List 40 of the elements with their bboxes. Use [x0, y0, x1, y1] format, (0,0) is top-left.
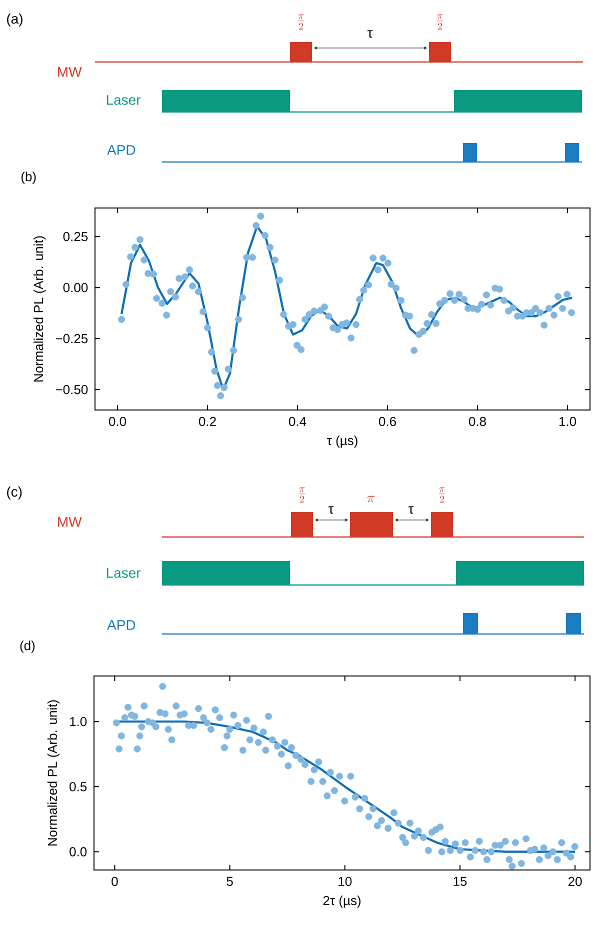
x-tick-label: 1.0	[559, 416, 576, 426]
text: Laser	[106, 95, 141, 105]
y-tick-label: 0.25	[63, 232, 88, 242]
x-tick-label: 0.0	[108, 416, 126, 426]
text: $\frac{\pi}{2}$	[438, 488, 446, 502]
x-tick-label: 0.2	[198, 416, 216, 426]
text: τ	[408, 506, 414, 514]
text: APD	[107, 145, 136, 155]
x-tick-label: 0.8	[468, 416, 486, 426]
x-tick-label: 5	[226, 876, 233, 886]
text: $\frac{\pi}{2}$	[436, 14, 444, 30]
text: (c)	[7, 486, 22, 500]
text: $\frac{\pi}{2}$	[298, 488, 306, 502]
x-axis-title: 2τ (µs)	[323, 896, 360, 908]
x-tick-label: 20	[568, 876, 582, 886]
text: $\pi$	[367, 496, 375, 502]
x-tick-label: 0.6	[378, 416, 396, 426]
text: $\frac{\pi}{2}$	[298, 14, 304, 30]
y-axis-title: Normalized PL (Arb. unit)	[34, 236, 46, 382]
x-tick-label: 15	[454, 876, 467, 886]
y-tick-label: 0.5	[70, 782, 87, 792]
text: τ	[367, 30, 373, 38]
text: Laser	[106, 568, 141, 578]
text: (a)	[7, 13, 22, 27]
text: MW	[58, 517, 82, 527]
text: APD	[107, 620, 136, 630]
chart-title: (d)	[20, 640, 35, 653]
chart-title: (b)	[21, 172, 36, 184]
y-tick-label: 0.00	[63, 282, 88, 292]
y-tick-label: −0.50	[56, 384, 88, 394]
text: MW	[58, 67, 82, 77]
text: τ	[328, 506, 334, 514]
y-tick-label: 0.0	[70, 847, 87, 856]
x-axis-title: τ (µs)	[326, 436, 358, 448]
y-tick-label: −0.25	[56, 334, 88, 344]
x-tick-label: 10	[338, 876, 352, 886]
x-tick-label: 0	[112, 876, 118, 886]
y-tick-label: 1.0	[70, 716, 87, 726]
x-tick-label: 0.4	[288, 416, 306, 426]
y-axis-title: Normalized PL (Arb. unit)	[47, 700, 60, 846]
